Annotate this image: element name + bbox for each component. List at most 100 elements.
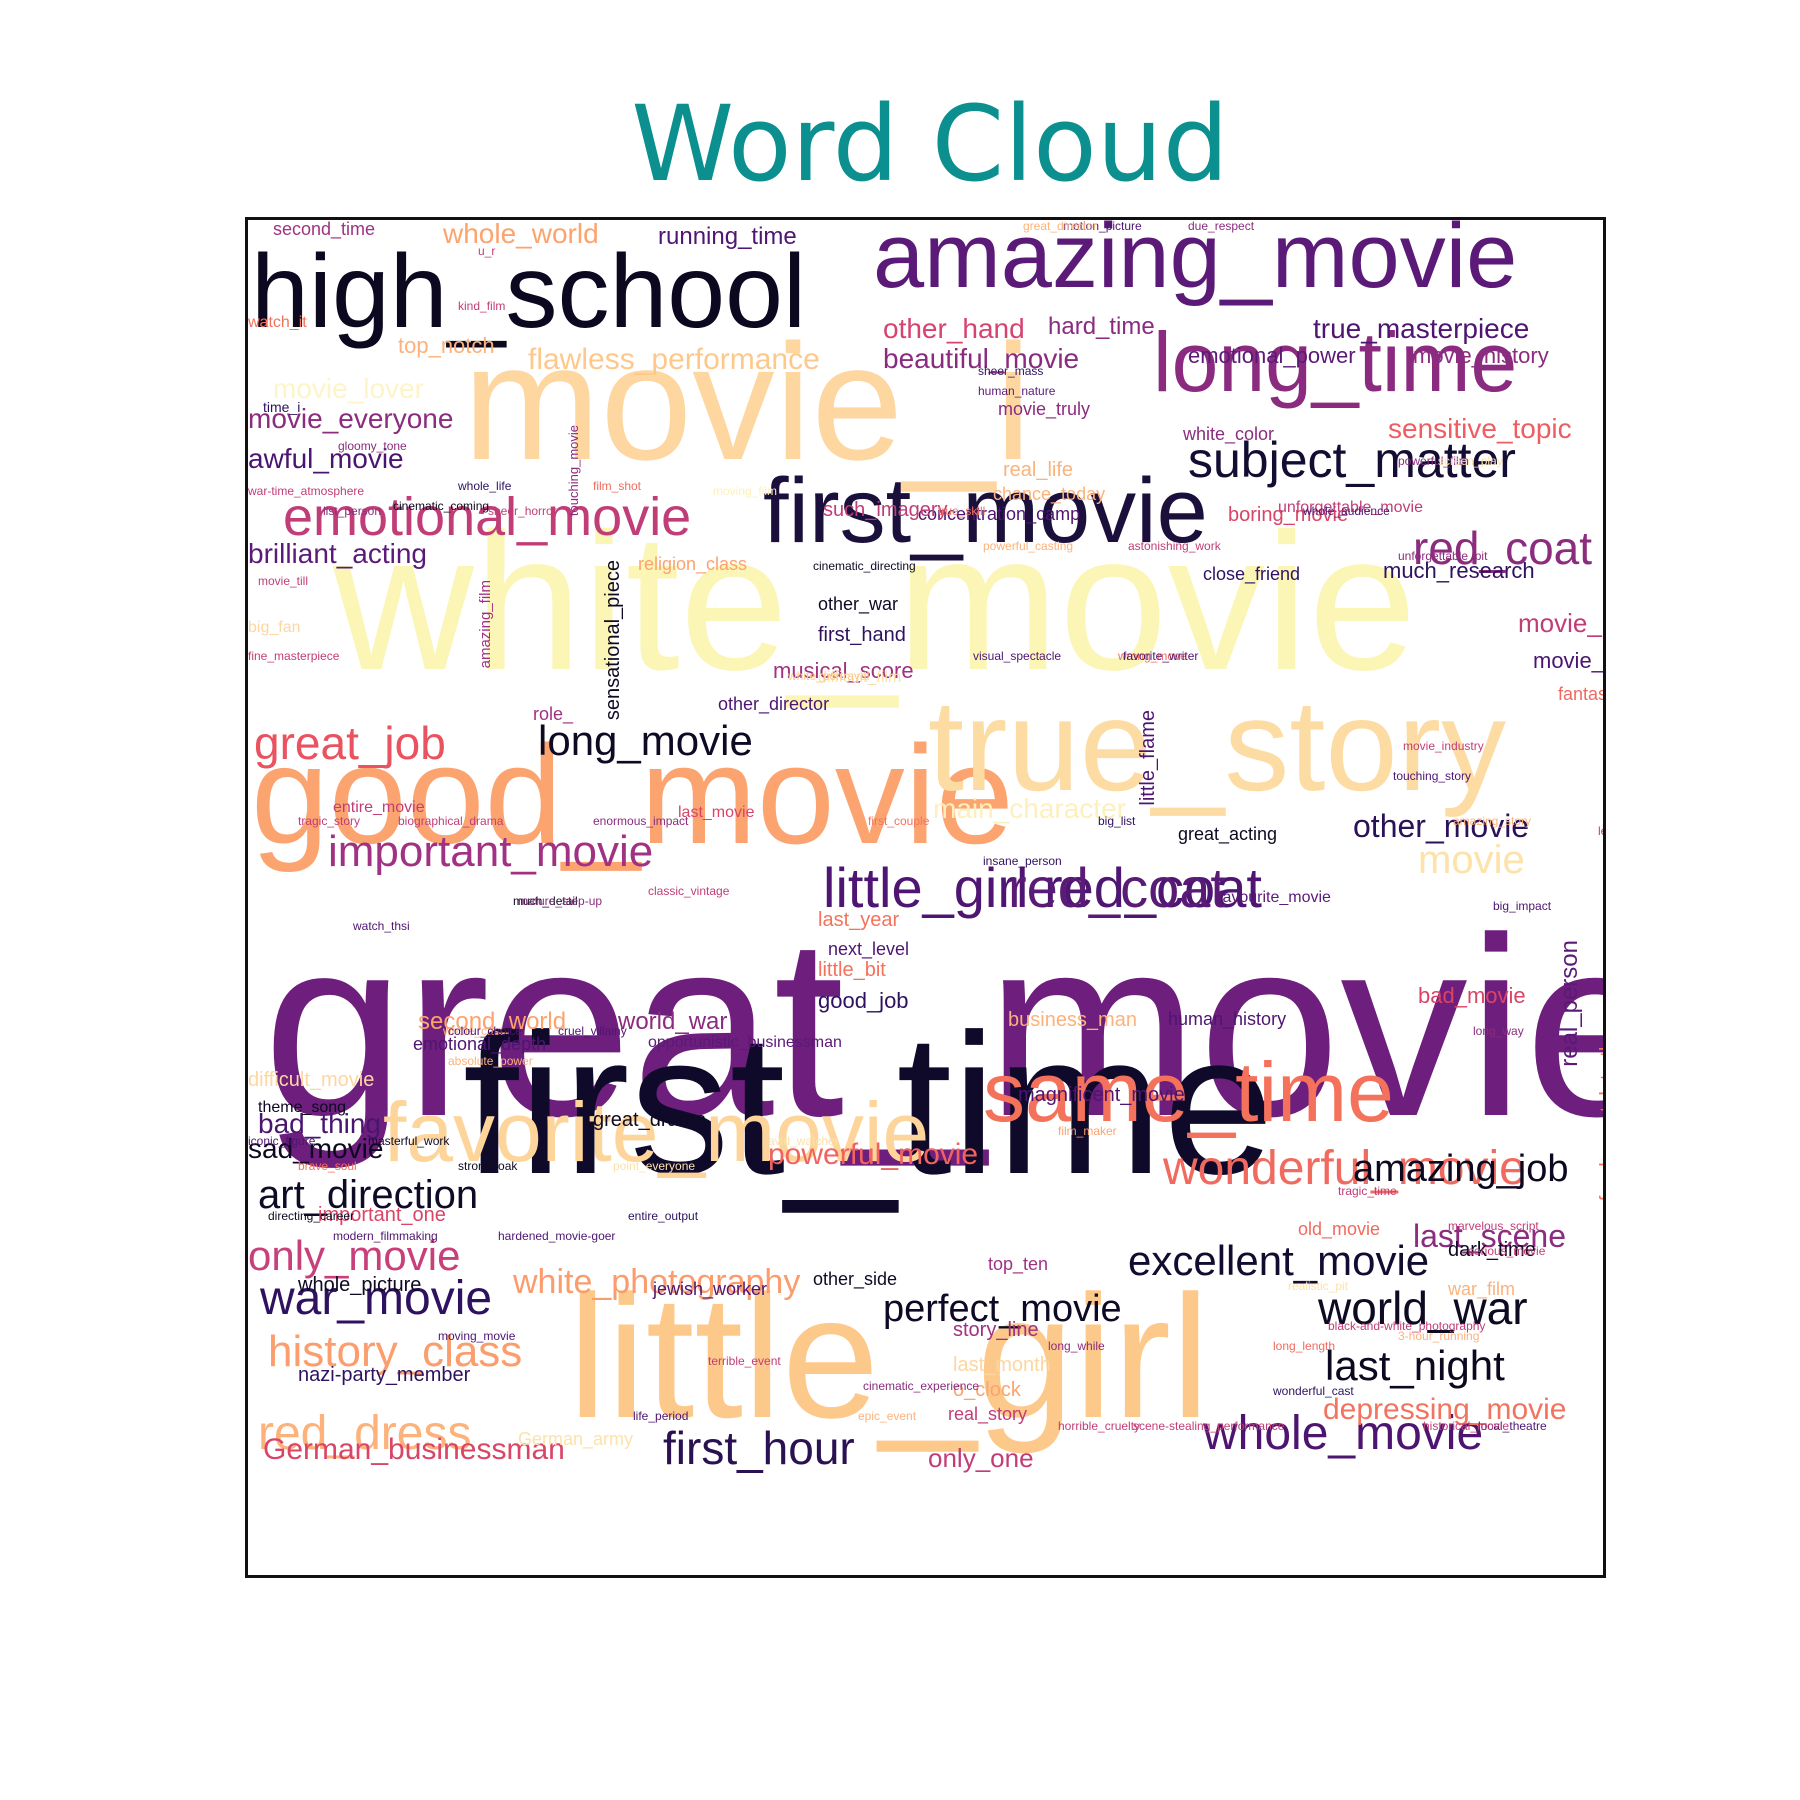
cloud-word: great_job	[254, 717, 446, 769]
cloud-word: German_army	[518, 1429, 634, 1449]
cloud-word: magnificent_movie	[1018, 1084, 1185, 1106]
cloud-word: red_dress	[258, 1407, 472, 1460]
cloud-word: realistic_pit	[1288, 1279, 1349, 1293]
page-title: Word Cloud	[631, 83, 1229, 205]
cloud-word: favorite_movie	[383, 1085, 930, 1179]
cloud-word: sensational_piece	[602, 560, 624, 721]
cloud-word: high_school	[251, 234, 807, 350]
cloud-word: first_time	[463, 993, 1275, 1216]
cloud-word: sheer_horror	[488, 504, 557, 518]
cloud-word: last_year	[818, 909, 900, 931]
cloud-word: concentration_camp	[918, 504, 1081, 524]
cloud-word: human_history	[1168, 1009, 1287, 1029]
cloud-word: sad_movie	[248, 1133, 384, 1164]
cloud-word: brave_soul	[298, 1159, 357, 1173]
cloud-word: amazing_job	[1353, 1148, 1569, 1190]
cloud-word: important_movie	[328, 827, 654, 876]
cloud-word: absolute_power	[448, 1054, 533, 1068]
cloud-word: role_	[533, 704, 574, 724]
cloud-word: tragic_time	[1338, 1184, 1397, 1198]
cloud-word: long_way	[1473, 1024, 1524, 1038]
cloud-word: amazing_film	[477, 580, 494, 669]
cloud-word: avid_watcher	[768, 1134, 839, 1148]
cloud-word: boring_movie	[1228, 504, 1349, 526]
cloud-word: moving_film	[713, 484, 778, 498]
cloud-word: true_story	[928, 672, 1507, 818]
cloud-word: white_color	[1183, 424, 1275, 444]
cloud-word: powerful_casting	[983, 539, 1074, 553]
cloud-word: opportunistic_businessman	[648, 1034, 842, 1051]
cloud-word: world_war	[618, 1008, 728, 1035]
cloud-word: gloomy_tone	[338, 439, 407, 453]
cloud-word: old_movie	[1298, 1219, 1381, 1239]
cloud-word: art_direction	[258, 1173, 479, 1217]
cloud-word: running_time	[658, 223, 797, 250]
cloud-word: entire_movie	[333, 799, 425, 816]
cloud-word: top_notch	[398, 333, 495, 358]
cloud-word: amazing_story	[1453, 814, 1532, 828]
cloud-word: first_hour	[663, 1422, 855, 1474]
cloud-word: human_nature	[978, 384, 1056, 398]
cloud-word: other_hand	[883, 313, 1025, 344]
cloud-word: local_theatre	[1478, 1419, 1547, 1433]
cloud-word: real_person	[1556, 940, 1583, 1067]
cloud-word: movie_industry	[1403, 739, 1484, 753]
cloud-word: unforgettable_pit	[1398, 549, 1488, 563]
cloud-word: long_while	[1048, 1339, 1105, 1353]
cloud-word: true_masterpiece	[1313, 313, 1530, 344]
cloud-word: serious_movie	[1468, 1244, 1546, 1258]
cloud-word: hard_time	[1048, 313, 1155, 340]
cloud-word: watch_thsi	[353, 919, 410, 933]
cloud-word: historical_movie	[1423, 1419, 1510, 1433]
cloud-word: real_life	[1003, 459, 1074, 481]
cloud-word: excellent_movie	[1128, 1237, 1430, 1284]
cloud-word: brilliant_acting	[248, 538, 427, 569]
cloud-word: tragic_story	[298, 814, 361, 828]
cloud-word: wrong_move	[1118, 649, 1187, 663]
cloud-word: such_imagery	[823, 499, 948, 521]
cloud-word: last_month	[953, 1354, 1051, 1376]
cloud-word: whole_picture	[298, 1274, 422, 1296]
cloud-word: wonderful_cast	[1273, 1384, 1354, 1398]
cloud-word: screen_play	[1438, 454, 1503, 468]
cloud-word: mature_step-up	[518, 894, 603, 908]
cloud-word: u_r	[478, 244, 496, 258]
cloud-word: red_coat	[1413, 522, 1593, 574]
cloud-word: unforgettable_movie	[1278, 499, 1423, 516]
cloud-word: war-time_atmosphere	[248, 484, 365, 498]
cloud-word: little_girl	[568, 1260, 1210, 1455]
cloud-word: first_hand	[818, 624, 906, 646]
cloud-word: favorite_writer	[1123, 649, 1199, 663]
cloud-word: fundamental_truth	[1597, 1040, 1606, 1202]
cloud-word: main_character	[933, 793, 1126, 824]
cloud-word: world_war	[1318, 1282, 1528, 1334]
cloud-word: dark_time	[1448, 1239, 1536, 1261]
cloud-word: favourite_movie	[1218, 889, 1331, 906]
cloud-word: watch_it	[248, 314, 307, 331]
cloud-word: chance_today	[993, 484, 1106, 504]
cloud-word: enormous_impact	[593, 814, 689, 828]
cloud-word: scene-stealing_performance	[1133, 1419, 1285, 1433]
cloud-word: last_night	[1325, 1342, 1505, 1389]
cloud-word: sheer_mass	[978, 364, 1044, 378]
cloud-word: movie	[1418, 838, 1525, 882]
cloud-word: terrible_event	[708, 1354, 781, 1368]
cloud-word: musical_score	[773, 658, 914, 683]
cloud-word: movie_truly	[998, 399, 1091, 419]
cloud-word: difficult_film	[818, 669, 902, 686]
cloud-word: cinematic_coming	[393, 499, 490, 513]
cloud-word: horrible_cruelty	[1058, 1419, 1141, 1433]
cloud-word: whole_life	[458, 479, 512, 493]
cloud-word: cinematic_experience	[863, 1379, 980, 1393]
cloud-word: point_everyone	[613, 1159, 696, 1173]
cloud-word: hardened_movie-goer	[498, 1229, 616, 1243]
cloud-word: big_list	[1098, 814, 1136, 828]
cloud-word: touching_story	[1393, 769, 1472, 783]
cloud-word: next_level	[828, 939, 910, 959]
cloud-word: other_side	[813, 1269, 898, 1289]
cloud-word: marvelous_script	[1448, 1219, 1539, 1233]
cloud-word: modern_filmmaking	[333, 1229, 438, 1243]
cloud-word: movie_lover	[273, 373, 424, 404]
cloud-word: second_time	[273, 219, 376, 239]
cloud-word: other_war	[818, 594, 899, 614]
